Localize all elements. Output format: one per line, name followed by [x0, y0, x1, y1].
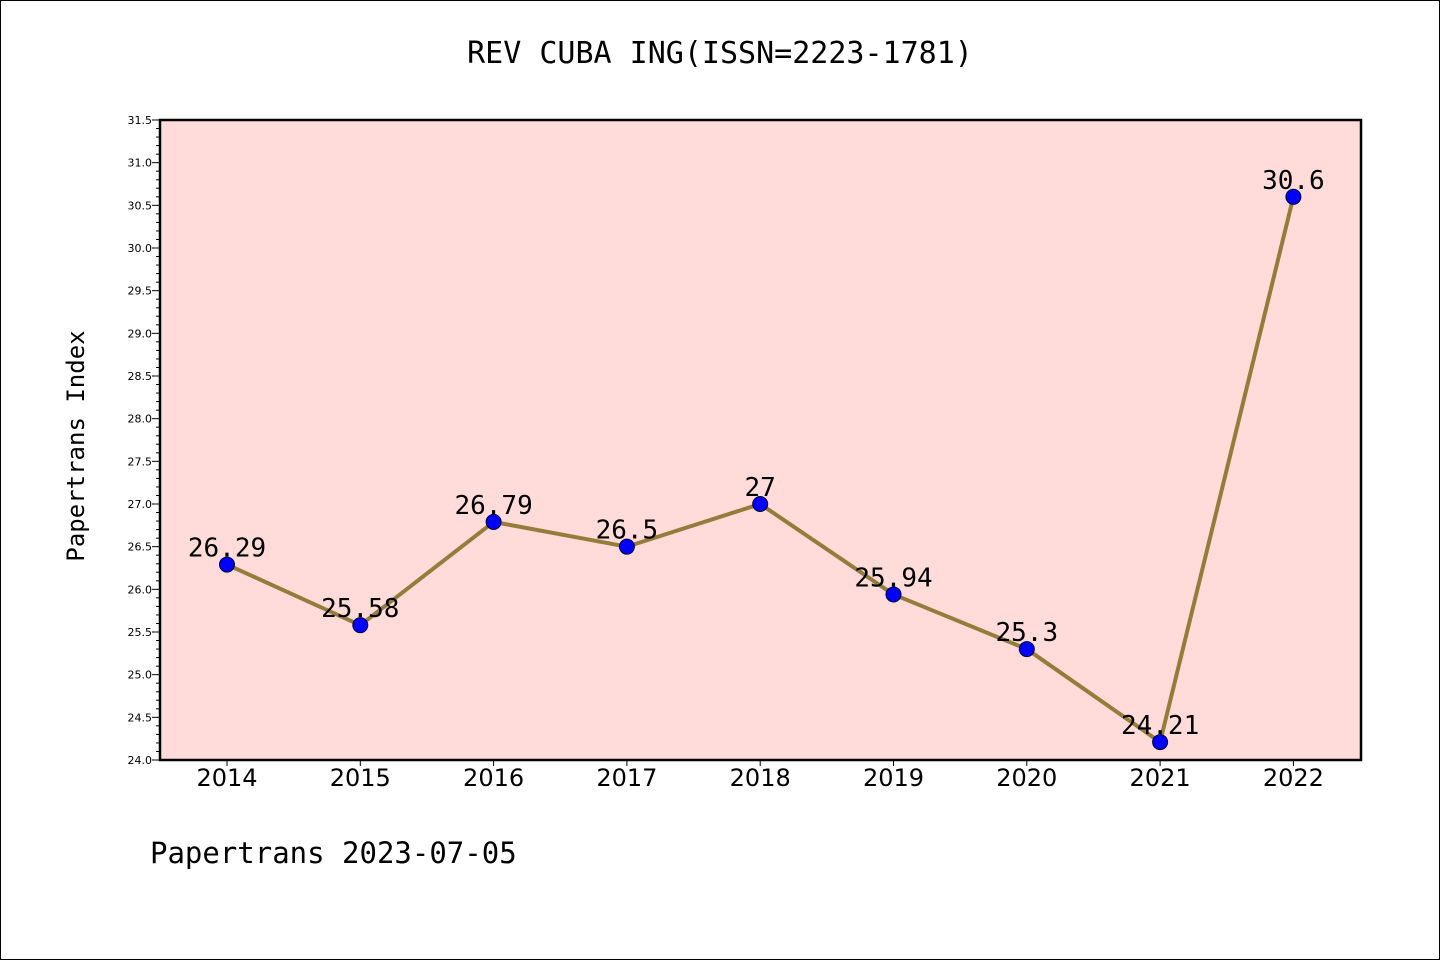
y-tick-label: 30.5 — [128, 199, 153, 212]
data-label: 25.58 — [321, 594, 399, 624]
y-tick-label: 31.5 — [128, 114, 153, 127]
chart-title: REV CUBA ING(ISSN=2223-1781) — [467, 36, 973, 71]
x-tick-label: 2022 — [1263, 764, 1324, 792]
data-label: 25.94 — [854, 563, 932, 593]
data-point — [1152, 734, 1169, 751]
data-point — [219, 556, 235, 573]
y-tick-label: 26.0 — [128, 583, 153, 596]
data-point — [1285, 188, 1302, 205]
data-label: 26.5 — [596, 516, 659, 546]
y-tick-label: 29.5 — [128, 285, 153, 298]
x-tick-label: 2018 — [730, 764, 791, 792]
x-tick-label: 2017 — [596, 764, 657, 792]
data-point — [618, 538, 635, 555]
plot-background — [160, 120, 1361, 760]
y-tick-label: 27.0 — [128, 498, 153, 511]
data-point — [752, 496, 769, 512]
data-label: 27 — [745, 473, 776, 503]
data-point — [1018, 641, 1035, 658]
y-tick-label: 29.0 — [128, 327, 153, 340]
y-tick-label: 26.5 — [128, 541, 153, 554]
footer-credit: Papertrans 2023-07-05 — [150, 836, 517, 870]
x-tick-label: 2014 — [196, 764, 257, 792]
data-point — [485, 513, 502, 530]
y-tick-label: 25.5 — [128, 626, 153, 639]
data-label: 24.21 — [1121, 711, 1199, 741]
y-tick-label: 30.0 — [128, 242, 153, 255]
y-tick-label: 31.0 — [128, 157, 153, 170]
y-tick-label: 25.0 — [128, 669, 153, 682]
data-label: 30.6 — [1262, 166, 1325, 196]
y-tick-label: 27.5 — [128, 455, 153, 468]
x-tick-label: 2021 — [1130, 764, 1191, 792]
y-tick-label: 24.0 — [128, 754, 153, 767]
data-label: 25.3 — [995, 618, 1058, 648]
data-point — [885, 586, 902, 603]
data-point — [352, 617, 369, 634]
y-tick-label: 28.5 — [128, 370, 153, 383]
x-tick-label: 2020 — [996, 764, 1057, 792]
x-tick-label: 2016 — [463, 764, 524, 792]
y-tick-label: 24.5 — [128, 711, 153, 724]
data-label: 26.79 — [454, 491, 532, 521]
x-tick-label: 2015 — [330, 764, 391, 792]
data-label: 26.29 — [188, 534, 266, 564]
x-tick-label: 2019 — [863, 764, 924, 792]
y-tick-label: 28.0 — [128, 413, 153, 426]
